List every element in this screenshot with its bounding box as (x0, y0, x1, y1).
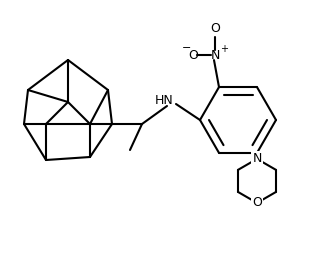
Text: N: N (210, 49, 220, 62)
Text: O: O (188, 49, 198, 62)
Text: HN: HN (155, 94, 173, 107)
Text: O: O (252, 196, 262, 209)
Text: −: − (182, 43, 192, 53)
Text: O: O (210, 22, 220, 35)
Text: +: + (220, 44, 228, 54)
Text: N: N (252, 152, 262, 165)
